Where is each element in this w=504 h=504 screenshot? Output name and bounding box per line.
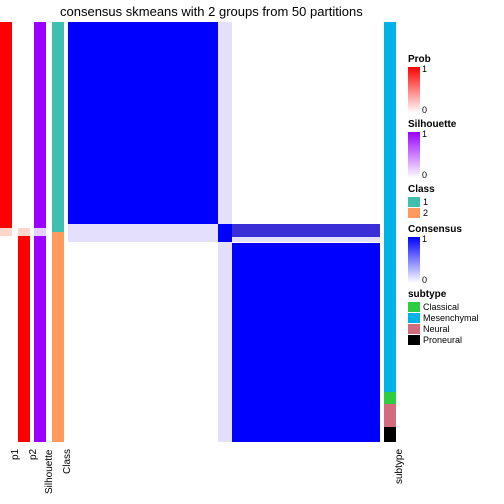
xlab-class: Class — [62, 449, 73, 474]
legend-title-subtype: subtype — [408, 289, 502, 300]
legend-item: Mesenchymal — [408, 313, 502, 323]
xlab-p2: p2 — [28, 449, 39, 460]
anno-class — [52, 22, 64, 442]
legend-gradient-prob — [408, 67, 420, 113]
legend-title-class: Class — [408, 184, 502, 195]
legend-gradient-consensus — [408, 237, 420, 283]
anno-p2 — [18, 22, 30, 442]
anno-silhouette — [34, 22, 46, 442]
xlab-silhouette: Silhouette — [44, 450, 55, 494]
plot-area — [0, 22, 402, 442]
legend-gradient-silhouette — [408, 132, 420, 178]
legend-item: 1 — [408, 197, 502, 207]
anno-p1 — [0, 22, 12, 442]
legend-item: Neural — [408, 324, 502, 334]
legend-item: Proneural — [408, 335, 502, 345]
legends: Prob10Silhouette10Class12Consensus10subt… — [408, 48, 502, 346]
xlab-subtype: subtype — [394, 449, 405, 484]
plot-title: consensus skmeans with 2 groups from 50 … — [60, 4, 363, 19]
xlab-p1: p1 — [10, 449, 21, 460]
legend-item: Classical — [408, 302, 502, 312]
anno-subtype — [384, 22, 396, 442]
legend-item: 2 — [408, 208, 502, 218]
heatmap — [68, 22, 380, 442]
